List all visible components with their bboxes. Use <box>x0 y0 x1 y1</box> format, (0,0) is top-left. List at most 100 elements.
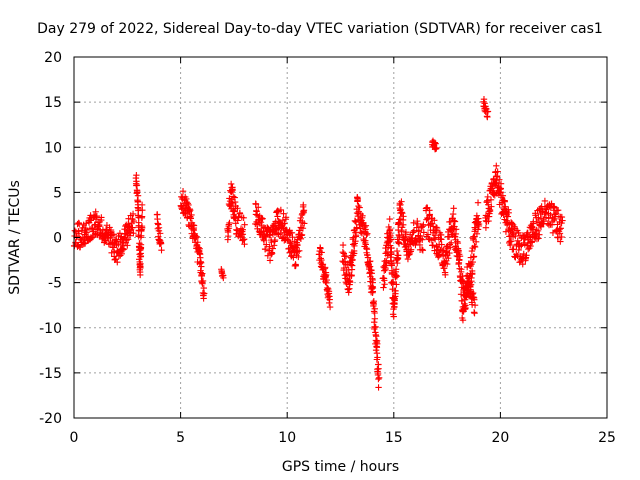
data-point <box>529 225 537 233</box>
x-tick-label: 10 <box>278 430 296 446</box>
grid <box>74 57 607 418</box>
data-point <box>138 224 146 231</box>
data-point <box>392 272 400 279</box>
data-point <box>393 273 401 280</box>
data-point <box>496 176 503 183</box>
y-tick-label: 20 <box>44 50 62 66</box>
data-point <box>430 223 437 230</box>
data-point <box>280 210 287 217</box>
data-point <box>548 221 556 228</box>
data-point <box>497 180 505 187</box>
data-point <box>200 290 208 297</box>
data-point <box>266 257 274 264</box>
data-point <box>130 217 138 225</box>
y-tick-label: 15 <box>44 95 62 111</box>
data-point <box>469 290 476 298</box>
data-point <box>469 258 476 266</box>
data-point <box>405 241 413 248</box>
data-point <box>241 221 248 228</box>
data-point <box>375 374 383 381</box>
data-point <box>523 252 530 259</box>
data-point <box>342 252 350 260</box>
data-point <box>133 171 140 179</box>
data-point <box>450 205 457 212</box>
data-point <box>354 195 362 203</box>
data-point <box>154 211 161 218</box>
data-point <box>297 214 304 222</box>
data-point <box>482 224 490 231</box>
data-point <box>351 217 359 224</box>
data-point <box>262 246 269 253</box>
data-point <box>197 259 205 267</box>
data-point <box>75 230 83 237</box>
data-point <box>361 239 369 247</box>
data-point <box>316 244 324 251</box>
data-point <box>374 354 381 361</box>
data-point <box>362 241 369 248</box>
data-point <box>390 313 397 320</box>
data-point <box>398 198 405 205</box>
data-point <box>194 239 201 246</box>
data-point <box>552 210 559 217</box>
x-axis-label: GPS time / hours <box>282 459 399 475</box>
data-point <box>392 287 399 295</box>
data-point <box>540 217 548 225</box>
data-point <box>271 236 279 244</box>
data-point <box>504 213 512 220</box>
data-point <box>429 220 436 227</box>
data-point <box>545 215 552 222</box>
data-point <box>395 240 403 247</box>
data-point <box>471 296 478 303</box>
data-point <box>366 263 374 270</box>
data-point <box>300 201 307 209</box>
data-point <box>396 220 403 227</box>
data-point <box>92 208 99 215</box>
data-point <box>120 235 128 242</box>
data-point <box>429 242 437 249</box>
data-point <box>535 214 542 221</box>
data-point <box>554 234 562 241</box>
data-point <box>123 237 130 244</box>
data-point <box>118 250 125 257</box>
data-point <box>188 211 195 219</box>
data-point <box>126 232 134 239</box>
data-point <box>470 253 478 260</box>
y-tick-label: -20 <box>39 411 62 427</box>
data-point <box>426 212 433 219</box>
data-point <box>339 241 347 249</box>
data-point <box>431 217 438 224</box>
y-axis-label: SDTVAR / TECUs <box>7 180 23 295</box>
data-point <box>355 202 362 210</box>
data-point <box>227 180 235 188</box>
data-point <box>505 209 512 216</box>
data-point <box>443 248 450 255</box>
data-point <box>155 221 162 228</box>
data-point <box>456 252 464 260</box>
data-point <box>399 210 406 217</box>
data-point <box>137 260 144 268</box>
data-point <box>281 220 288 227</box>
data-point <box>448 239 455 246</box>
data-point <box>339 248 347 256</box>
data-point <box>183 195 190 203</box>
data-point <box>352 232 360 239</box>
data-point <box>415 227 423 234</box>
data-point <box>484 108 492 115</box>
data-point <box>529 238 536 245</box>
data-point <box>294 242 301 249</box>
data-point <box>347 279 354 286</box>
data-point <box>75 219 82 227</box>
data-point <box>231 208 238 215</box>
data-point <box>524 229 532 236</box>
data-point <box>292 261 299 269</box>
data-point <box>133 187 141 195</box>
data-point <box>393 247 401 255</box>
data-point <box>124 236 132 243</box>
data-point <box>454 238 461 245</box>
data-point <box>406 249 414 257</box>
data-point <box>386 225 394 233</box>
data-points <box>70 96 566 391</box>
data-point <box>186 205 193 213</box>
data-point <box>449 210 457 218</box>
data-point <box>519 261 526 268</box>
